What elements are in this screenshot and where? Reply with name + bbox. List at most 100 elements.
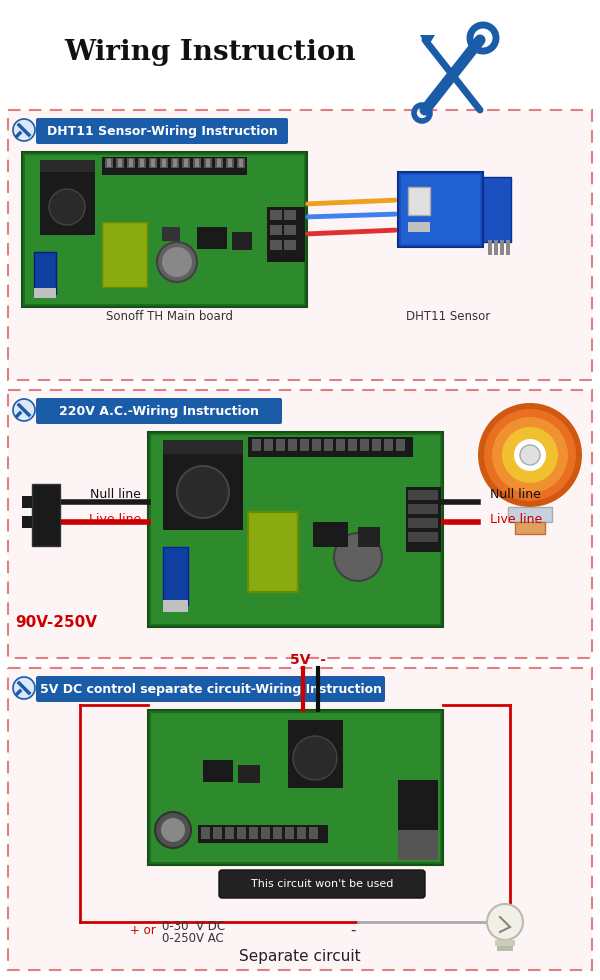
FancyBboxPatch shape bbox=[36, 118, 288, 144]
Text: Live line: Live line bbox=[490, 513, 542, 525]
Bar bbox=[300, 439, 309, 451]
Bar bbox=[384, 439, 393, 451]
Text: 5V DC control separate circuit-Wiring Instruction: 5V DC control separate circuit-Wiring In… bbox=[40, 682, 382, 696]
Bar bbox=[508, 507, 552, 522]
Text: 0-250V AC: 0-250V AC bbox=[162, 932, 224, 945]
Bar bbox=[107, 159, 111, 167]
Bar bbox=[238, 765, 260, 783]
Text: Live line: Live line bbox=[89, 513, 141, 525]
Bar bbox=[239, 159, 243, 167]
Bar bbox=[270, 240, 282, 250]
Bar bbox=[288, 720, 343, 788]
Bar bbox=[22, 496, 32, 508]
Bar bbox=[40, 160, 95, 172]
Bar bbox=[506, 240, 510, 255]
Circle shape bbox=[478, 403, 582, 507]
Bar bbox=[151, 713, 440, 862]
Bar bbox=[494, 240, 498, 255]
Bar bbox=[22, 516, 32, 528]
Circle shape bbox=[13, 119, 35, 141]
Bar bbox=[336, 439, 345, 451]
Circle shape bbox=[487, 904, 523, 940]
Bar bbox=[248, 437, 413, 457]
FancyBboxPatch shape bbox=[219, 870, 425, 898]
Bar bbox=[173, 159, 177, 167]
Circle shape bbox=[155, 812, 191, 848]
Bar bbox=[406, 487, 441, 552]
Bar bbox=[284, 240, 296, 250]
Circle shape bbox=[484, 409, 576, 501]
Text: 220V A.C.-Wiring Instruction: 220V A.C.-Wiring Instruction bbox=[59, 405, 259, 417]
Bar bbox=[313, 522, 348, 547]
Bar bbox=[309, 827, 318, 839]
Text: Wiring Instruction: Wiring Instruction bbox=[64, 38, 356, 66]
FancyBboxPatch shape bbox=[8, 110, 592, 380]
Bar bbox=[149, 158, 157, 168]
Bar bbox=[127, 158, 135, 168]
Bar bbox=[358, 527, 380, 547]
Bar bbox=[163, 440, 243, 454]
Circle shape bbox=[177, 466, 229, 518]
Bar bbox=[22, 152, 307, 307]
Bar bbox=[163, 440, 243, 530]
FancyBboxPatch shape bbox=[8, 668, 592, 970]
Circle shape bbox=[157, 242, 197, 282]
Bar bbox=[284, 225, 296, 235]
Bar bbox=[198, 825, 328, 843]
Bar bbox=[140, 159, 144, 167]
Bar bbox=[285, 827, 294, 839]
FancyBboxPatch shape bbox=[36, 398, 282, 424]
Bar bbox=[237, 158, 245, 168]
Bar bbox=[197, 227, 227, 249]
Bar bbox=[408, 504, 438, 514]
Bar bbox=[488, 240, 492, 255]
Bar bbox=[324, 439, 333, 451]
Bar bbox=[408, 518, 438, 528]
Circle shape bbox=[293, 736, 337, 780]
Bar bbox=[408, 187, 430, 215]
Bar bbox=[160, 158, 168, 168]
Bar bbox=[163, 600, 188, 612]
Bar bbox=[25, 155, 304, 304]
Bar bbox=[264, 439, 273, 451]
Text: -: - bbox=[350, 922, 356, 938]
Circle shape bbox=[13, 399, 35, 421]
Bar bbox=[204, 158, 212, 168]
Circle shape bbox=[49, 189, 85, 225]
Bar bbox=[500, 240, 504, 255]
Bar bbox=[171, 158, 179, 168]
Bar bbox=[297, 827, 306, 839]
Bar bbox=[213, 827, 222, 839]
Polygon shape bbox=[420, 35, 435, 48]
Text: Null line: Null line bbox=[490, 487, 541, 501]
Bar bbox=[226, 158, 234, 168]
Text: This circuit won't be used: This circuit won't be used bbox=[251, 879, 393, 889]
Circle shape bbox=[13, 677, 35, 699]
Bar bbox=[276, 439, 285, 451]
FancyBboxPatch shape bbox=[8, 390, 592, 658]
Bar bbox=[237, 827, 246, 839]
Bar bbox=[284, 210, 296, 220]
Bar bbox=[495, 940, 515, 946]
Bar bbox=[195, 159, 199, 167]
Bar bbox=[270, 210, 282, 220]
Text: 90V-250V: 90V-250V bbox=[15, 614, 97, 629]
Bar bbox=[148, 432, 443, 627]
Bar bbox=[288, 439, 297, 451]
Text: 0-30  V DC: 0-30 V DC bbox=[162, 919, 225, 933]
Bar bbox=[34, 288, 56, 298]
Bar bbox=[40, 160, 95, 235]
Bar bbox=[398, 830, 438, 860]
Bar bbox=[102, 157, 247, 175]
Bar bbox=[206, 159, 210, 167]
Circle shape bbox=[334, 533, 382, 581]
Bar bbox=[267, 207, 305, 262]
Text: DHT11 Sensor-Wiring Instruction: DHT11 Sensor-Wiring Instruction bbox=[47, 124, 277, 137]
Circle shape bbox=[502, 427, 558, 483]
Bar bbox=[193, 158, 201, 168]
Bar bbox=[360, 439, 369, 451]
Bar bbox=[396, 439, 405, 451]
Bar bbox=[118, 159, 122, 167]
Bar bbox=[163, 547, 188, 605]
Bar bbox=[217, 159, 221, 167]
